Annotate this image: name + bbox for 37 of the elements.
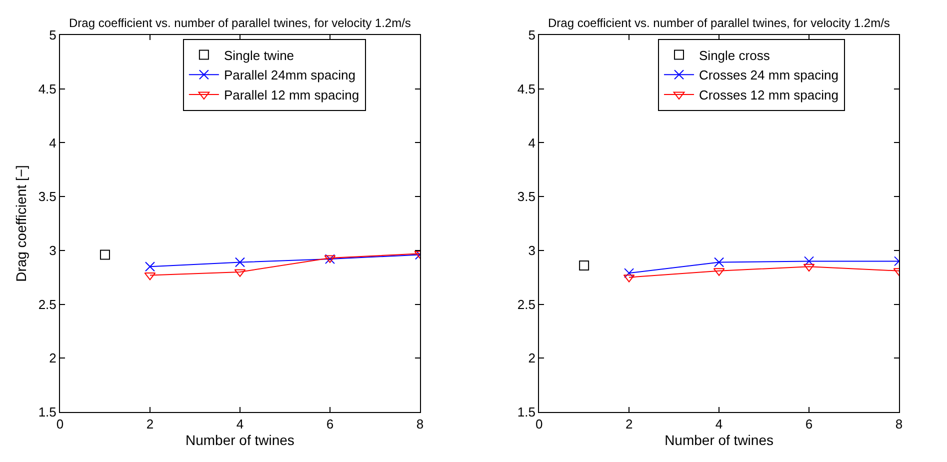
y-tick-label: 5 (49, 28, 56, 43)
x-tick-label: 2 (146, 416, 154, 432)
legend-label: Parallel 24mm spacing (224, 68, 356, 83)
x-tick-label: 4 (236, 416, 244, 432)
x-tick-label: 2 (625, 416, 633, 432)
x-tick-label: 6 (326, 416, 334, 432)
y-tick-label: 5 (528, 28, 536, 43)
y-tick-label: 2.5 (517, 296, 536, 312)
legend-label: Crosses 24 mm spacing (699, 68, 838, 83)
y-tick-label: 4.5 (38, 81, 56, 96)
y-tick-label: 2 (49, 350, 56, 366)
x-tick-label: 0 (535, 416, 543, 432)
y-tick-label: 1.5 (517, 404, 536, 420)
chart-title: Drag coefficient vs. number of parallel twines, for velocity 1.2m/s (69, 16, 411, 30)
y-tick-label: 4.5 (517, 81, 536, 96)
x-tick-label: 8 (416, 416, 424, 432)
x-tick-label: 0 (56, 416, 64, 432)
y-tick-label: 4 (49, 135, 56, 150)
x-tick-label: 4 (715, 416, 723, 432)
legend-label: Single cross (699, 48, 770, 63)
y-tick-label: 2.5 (38, 296, 56, 312)
y-tick-label: 1.5 (38, 404, 56, 420)
legend-label: Crosses 12 mm spacing (699, 88, 838, 103)
x-axis-title: Number of twines (185, 432, 294, 448)
x-tick-label: 6 (805, 416, 813, 432)
y-tick-label: 3.5 (38, 189, 56, 204)
x-axis-title: Number of twines (664, 432, 774, 448)
legend-label: Parallel 12 mm spacing (224, 88, 360, 103)
y-axis-title: Drag coefficient [−] (12, 165, 29, 282)
y-tick-label: 3 (49, 242, 56, 258)
y-tick-label: 2 (528, 350, 536, 366)
legend-label: Single twine (224, 48, 294, 63)
chart-title: Drag coefficient vs. number of parallel twines, for velocity 1.2m/s (548, 16, 890, 30)
y-tick-label: 3.5 (517, 189, 536, 204)
y-tick-label: 4 (528, 135, 536, 150)
x-tick-label: 8 (895, 416, 903, 432)
y-tick-label: 3 (528, 242, 536, 258)
